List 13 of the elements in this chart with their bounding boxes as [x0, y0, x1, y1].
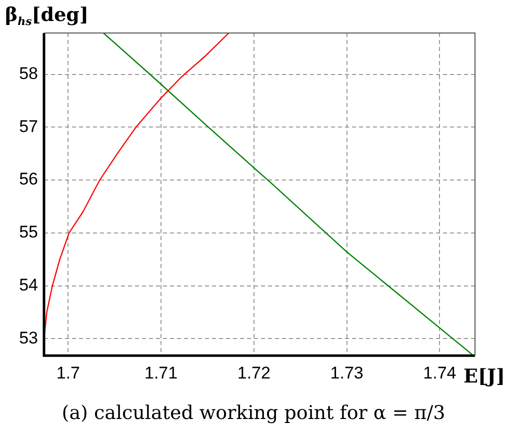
- x-tick-label: 1.72: [237, 363, 270, 382]
- y-tick-label: 58: [19, 64, 38, 83]
- y-tick-label: 53: [19, 328, 38, 348]
- x-tick-label: 1.74: [423, 363, 456, 382]
- y-tick-label: 54: [19, 275, 38, 294]
- y-tick-label: 56: [19, 170, 38, 189]
- x-tick-label: 1.7: [56, 363, 80, 382]
- y-tick-label: 55: [19, 222, 38, 242]
- text: (a) calculated working point for α = π/3: [60, 402, 446, 424]
- x-tick-label: 1.73: [330, 363, 364, 382]
- y-tick-label: 57: [19, 116, 38, 136]
- x-axis-title: E[J]: [464, 366, 505, 388]
- x-tick-label: 1.71: [144, 363, 178, 382]
